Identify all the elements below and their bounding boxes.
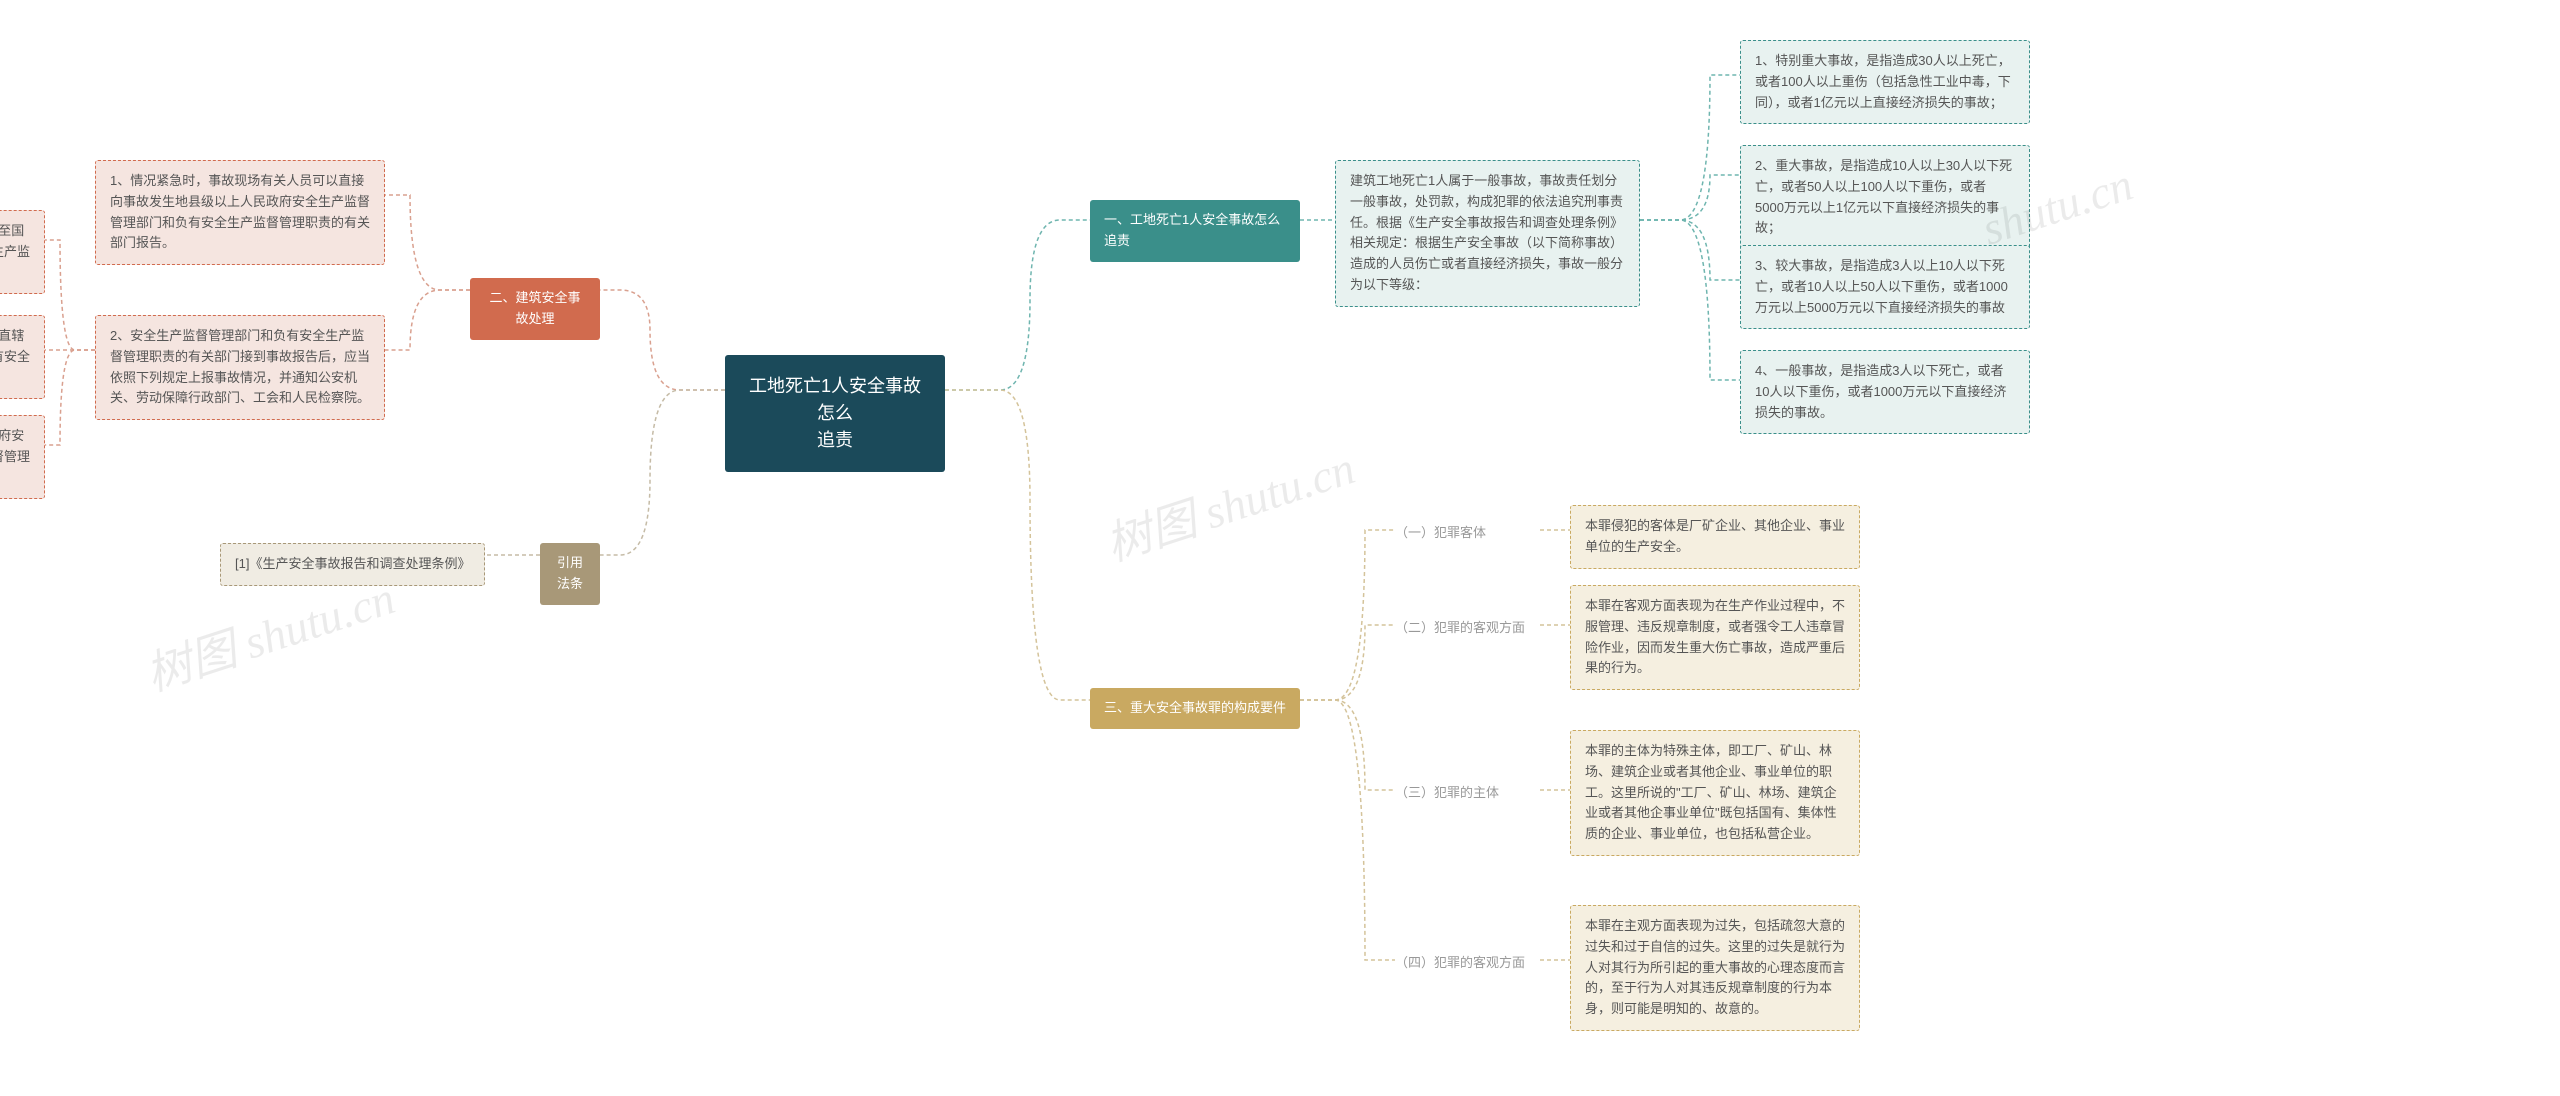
branch3-label-2: （二）犯罪的客观方面 xyxy=(1395,617,1525,636)
branch1-item-4: 4、一般事故，是指造成3人以下死亡，或者10人以下重伤，或者1000万元以下直接… xyxy=(1740,350,2030,434)
branch1-item-3: 3、较大事故，是指造成3人以上10人以下死亡，或者10人以上50人以下重伤，或者… xyxy=(1740,245,2030,329)
branch2-item-1: 1、情况紧急时，事故现场有关人员可以直接向事故发生地县级以上人民政府安全生产监督… xyxy=(95,160,385,265)
branch2-subitem-2: （2）较大事故逐级上报至省、自治区、直辖市人民政府安全生产监督管理部门和负有安全… xyxy=(0,315,45,399)
branch3-text-2: 本罪在客观方面表现为在生产作业过程中，不服管理、违反规章制度，或者强令工人违章冒… xyxy=(1570,585,1860,690)
branch3-text-4: 本罪在主观方面表现为过失，包括疏忽大意的过失和过于自信的过失。这里的过失是就行为… xyxy=(1570,905,1860,1031)
watermark-2: 树图 shutu.cn xyxy=(1096,432,1362,575)
branch3-label-4: （四）犯罪的客观方面 xyxy=(1395,952,1525,971)
branch2-item-2: 2、安全生产监督管理部门和负有安全生产监督管理职责的有关部门接到事故报告后，应当… xyxy=(95,315,385,420)
branch4-item-1: [1]《生产安全事故报告和调查处理条例》 xyxy=(220,543,485,586)
branch1-item-2: 2、重大事故，是指造成10人以上30人以下死亡，或者50人以上100人以下重伤，… xyxy=(1740,145,2030,250)
branch1-title: 一、工地死亡1人安全事故怎么追责 xyxy=(1090,200,1300,262)
branch1-intro: 建筑工地死亡1人属于一般事故，事故责任划分一般事故，处罚款，构成犯罪的依法追究刑… xyxy=(1335,160,1640,307)
branch2-title: 二、建筑安全事故处理 xyxy=(470,278,600,340)
branch3-label-3: （三）犯罪的主体 xyxy=(1395,782,1499,801)
branch3-label-1: （一）犯罪客体 xyxy=(1395,522,1486,541)
branch3-text-3: 本罪的主体为特殊主体，即工厂、矿山、林场、建筑企业或者其他企业、事业单位的职工。… xyxy=(1570,730,1860,856)
branch1-item-1: 1、特别重大事故，是指造成30人以上死亡，或者100人以上重伤（包括急性工业中毒… xyxy=(1740,40,2030,124)
branch3-title: 三、重大安全事故罪的构成要件 xyxy=(1090,688,1300,729)
branch3-text-1: 本罪侵犯的客体是厂矿企业、其他企业、事业单位的生产安全。 xyxy=(1570,505,1860,569)
root-node: 工地死亡1人安全事故怎么追责 xyxy=(725,355,945,472)
branch2-subitem-3: （3）一般事故上报至设区的市级人民政府安全生产监督管理部门和负有安全生产监督管理… xyxy=(0,415,45,499)
branch2-subitem-1: （1）特别重大事故、重大事故逐级上报至国务院安全生产监督管理部门和负有安全生产监… xyxy=(0,210,45,294)
branch4-title: 引用法条 xyxy=(540,543,600,605)
